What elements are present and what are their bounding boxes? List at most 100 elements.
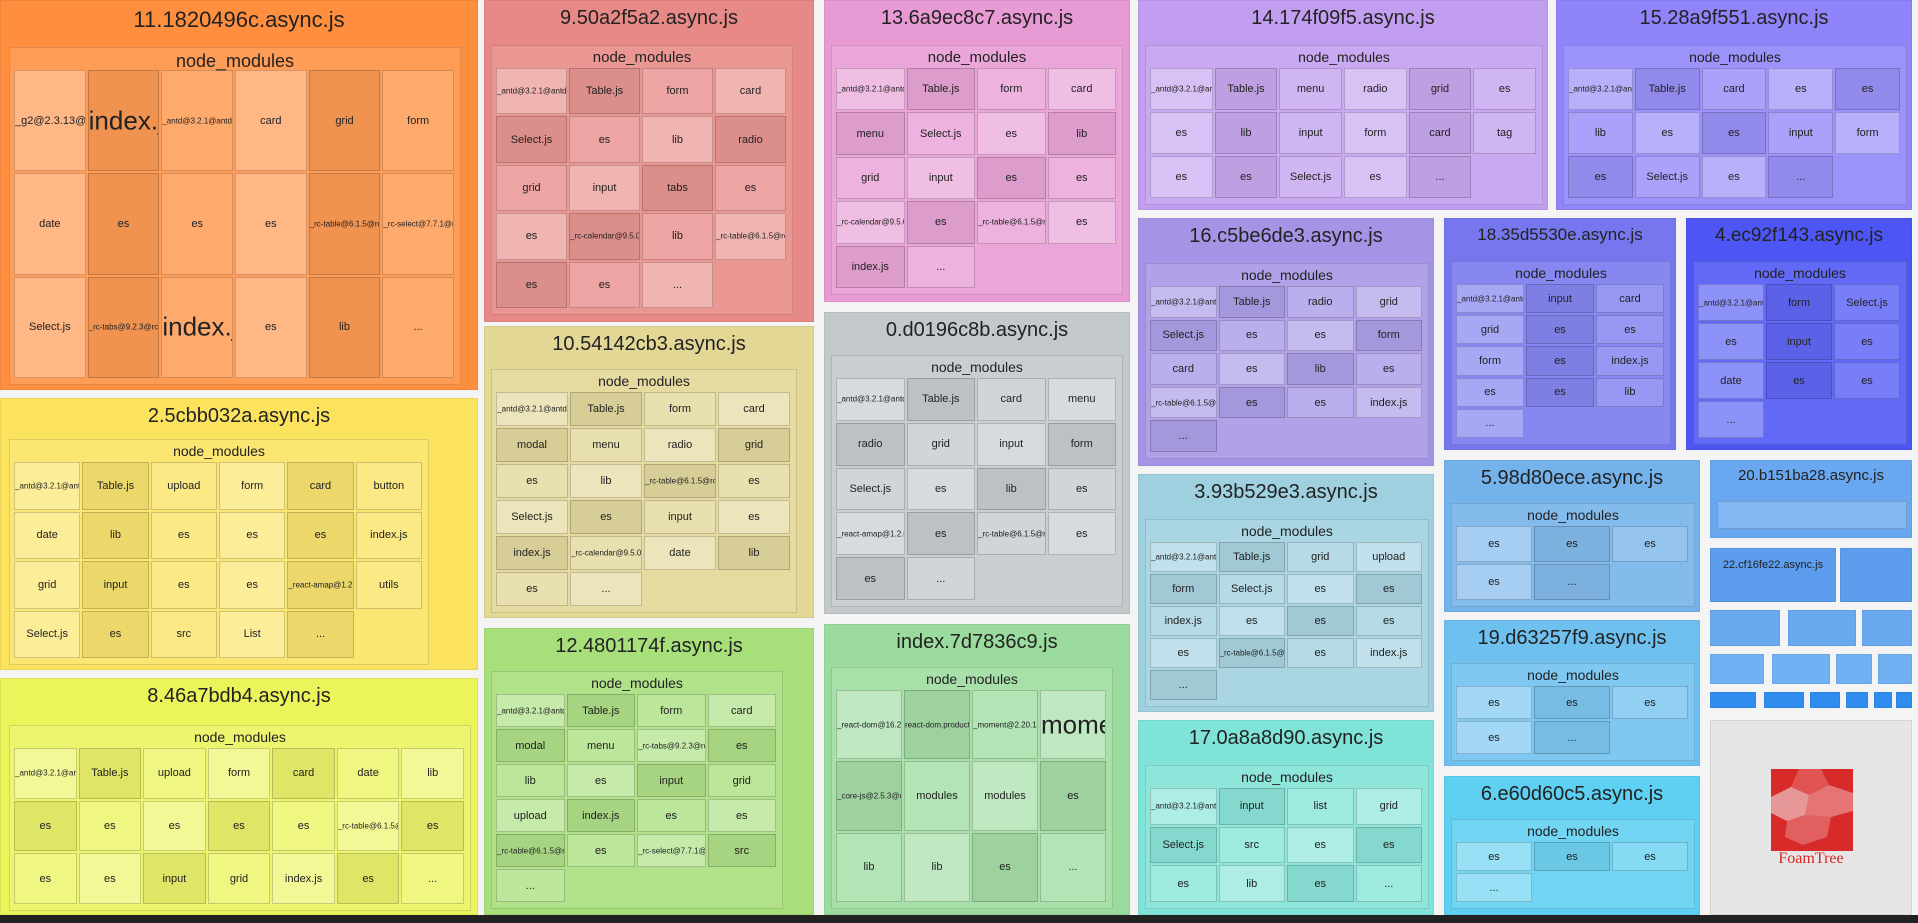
module-cell[interactable]: Table.js <box>566 694 635 727</box>
module-cell[interactable]: Select.js <box>1834 284 1900 321</box>
module-cell[interactable]: input <box>1279 112 1342 154</box>
module-cell[interactable]: es <box>1612 842 1688 871</box>
module-cell[interactable]: lib <box>401 748 464 799</box>
module-cell[interactable]: date <box>644 536 716 570</box>
module-cell[interactable]: _antd@3.2.1@antd <box>836 378 905 421</box>
module-cell[interactable]: menu <box>836 112 905 155</box>
module-cell[interactable]: _rc-table@6.1.5@rc-table <box>977 201 1046 244</box>
chunk-11[interactable]: 11.1820496c.async.js node_modules _g2@2.… <box>0 0 478 390</box>
module-cell[interactable]: index.js <box>1150 606 1217 636</box>
node-modules-group[interactable]: node_modules _react-dom@16.2.0@react-dom… <box>831 667 1113 909</box>
module-cell[interactable]: card <box>1150 353 1217 385</box>
module-cell[interactable]: List <box>219 610 286 658</box>
module-cell[interactable]: menu <box>570 428 642 462</box>
module-cell[interactable]: upload <box>496 799 565 832</box>
module-cell[interactable]: es <box>14 800 77 852</box>
chunk-6[interactable]: 6.e60d60c5.async.js node_modules es es es.… <box>1444 776 1700 915</box>
module-cell[interactable]: es <box>496 572 568 606</box>
node-modules-group[interactable]: node_modules _antd@3.2.1@antd Table.js upl… <box>9 725 471 911</box>
module-cell[interactable]: _antd@3.2.1@antd <box>14 462 81 510</box>
node-modules-group[interactable]: node_modules es es es es... <box>1451 503 1695 607</box>
node-modules-group[interactable]: node_modules _antd@3.2.1@antd Table.js for… <box>491 671 783 909</box>
module-cell[interactable]: Table.js <box>906 68 975 111</box>
module-cell[interactable]: form <box>644 392 716 426</box>
module-cell[interactable]: date <box>1698 362 1764 399</box>
module-cell[interactable]: _react-amap@1.2.0@react-amap <box>287 561 354 609</box>
module-cell[interactable]: input <box>637 764 706 797</box>
chunk-5[interactable]: 5.98d80ece.async.js node_modules es es es e… <box>1444 460 1700 612</box>
module-cell[interactable]: es <box>637 799 706 832</box>
module-cell[interactable]: es <box>235 276 307 378</box>
module-cell[interactable]: es <box>1355 826 1422 864</box>
module-cell[interactable]: form <box>1344 112 1407 154</box>
module-cell[interactable]: card <box>715 68 786 115</box>
module-cell[interactable]: Select.js <box>1218 574 1285 604</box>
module-cell[interactable]: es <box>1150 112 1213 154</box>
module-cell[interactable]: _rc-table@6.1.5@rc-table <box>644 464 716 498</box>
module-cell[interactable]: form <box>1766 284 1832 321</box>
module-cell[interactable]: lib <box>642 213 713 260</box>
module-cell[interactable]: grid <box>1287 542 1354 572</box>
module-cell[interactable]: grid <box>1408 68 1472 110</box>
module-cell[interactable]: card <box>707 694 776 727</box>
module-cell[interactable]: date <box>336 748 400 799</box>
module-cell[interactable]: date <box>14 511 81 559</box>
module-cell[interactable]: grid <box>496 164 567 212</box>
chunk-small-a[interactable] <box>1840 548 1912 602</box>
module-cell[interactable]: card <box>1596 284 1664 314</box>
chunk-19[interactable]: 19.d63257f9.async.js node_modules es es es… <box>1444 620 1700 766</box>
chunk-15[interactable]: 15.28a9f551.async.js node_modules _antd@… <box>1556 0 1912 210</box>
module-cell[interactable]: card <box>235 70 307 172</box>
module-cell[interactable]: grid <box>14 561 81 609</box>
module-cell[interactable]: grid <box>308 70 381 172</box>
module-cell[interactable]: upload <box>143 748 206 799</box>
module-cell[interactable]: card <box>1408 112 1472 154</box>
chunk-small-row3-d[interactable] <box>1846 692 1868 708</box>
module-cell[interactable]: es <box>207 800 271 852</box>
module-cell[interactable]: input <box>82 561 149 609</box>
chunk-12[interactable]: 12.4801174f.async.js node_modules _antd@… <box>484 628 814 915</box>
module-cell[interactable]: src <box>150 610 217 658</box>
module-cell[interactable]: es <box>1456 377 1524 407</box>
chunk-17[interactable]: 17.0a8a8d90.async.js node_modules _antd@… <box>1138 720 1434 915</box>
module-cell[interactable]: ... <box>287 610 354 658</box>
module-cell[interactable]: index.js <box>836 245 905 288</box>
module-cell[interactable]: es <box>707 729 776 762</box>
module-cell[interactable]: index.js <box>1355 386 1422 419</box>
module-cell[interactable]: _react-dom@16.2.0@react-dom <box>836 690 902 760</box>
module-cell[interactable]: form <box>382 70 454 172</box>
module-cell[interactable]: es <box>1355 353 1422 385</box>
module-cell[interactable]: lib <box>1214 112 1278 154</box>
module-cell[interactable]: lib <box>1287 353 1354 385</box>
module-cell[interactable]: card <box>1701 68 1767 110</box>
module-cell[interactable]: _antd@3.2.1@antd <box>496 68 567 115</box>
module-cell[interactable]: lib <box>977 467 1046 511</box>
module-cell[interactable]: input <box>143 853 206 904</box>
module-cell[interactable]: es <box>566 834 635 867</box>
module-cell[interactable]: Select.js <box>906 112 975 155</box>
module-cell[interactable]: es <box>219 511 286 559</box>
module-cell[interactable]: _rc-select@7.7.1@rc-select <box>382 173 454 275</box>
module-cell[interactable]: es <box>287 511 354 559</box>
module-cell[interactable]: index.js <box>272 853 335 904</box>
node-modules-group[interactable]: node_modules _antd@3.2.1@antd form Select.… <box>1693 261 1907 445</box>
module-cell[interactable]: es <box>566 764 635 797</box>
module-cell[interactable]: es <box>1287 574 1354 604</box>
module-cell[interactable]: Select.js <box>14 610 81 658</box>
module-cell[interactable]: Table.js <box>1218 542 1285 572</box>
module-cell[interactable]: _antd@3.2.1@antd <box>1568 68 1633 110</box>
module-cell[interactable]: es <box>150 511 217 559</box>
module-cell[interactable]: es <box>1834 362 1900 399</box>
module-cell[interactable]: date <box>14 173 86 275</box>
module-cell[interactable]: es <box>1287 606 1354 636</box>
module-cell[interactable]: es <box>906 201 975 244</box>
module-cell[interactable]: es <box>1701 112 1767 154</box>
module-cell[interactable]: es <box>161 173 233 275</box>
module-cell[interactable]: es <box>82 610 149 658</box>
module-cell[interactable]: ... <box>1150 670 1217 700</box>
module-cell[interactable]: es <box>570 500 642 534</box>
module-cell[interactable]: es <box>1534 526 1610 562</box>
module-cell[interactable]: upload <box>150 462 217 510</box>
module-cell[interactable]: input <box>569 164 640 212</box>
module-cell[interactable]: es <box>1456 842 1532 871</box>
